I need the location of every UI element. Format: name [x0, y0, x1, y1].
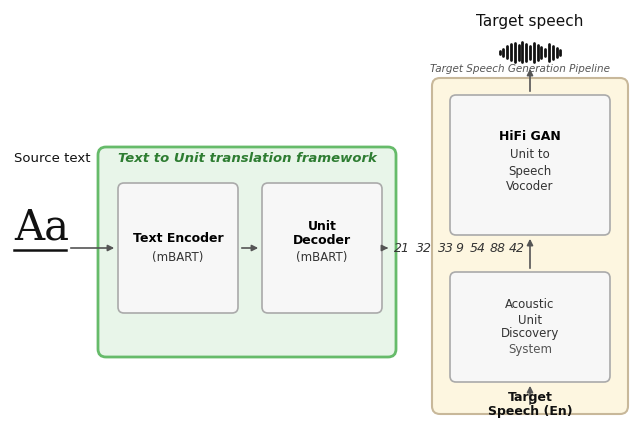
Text: (mBART): (mBART) — [296, 251, 348, 265]
Text: 21: 21 — [394, 242, 410, 254]
Text: Speech: Speech — [508, 165, 551, 178]
FancyBboxPatch shape — [450, 95, 610, 235]
Text: System: System — [508, 343, 552, 355]
FancyBboxPatch shape — [98, 147, 396, 357]
Text: Unit: Unit — [308, 220, 336, 232]
Text: 42: 42 — [509, 242, 525, 254]
FancyBboxPatch shape — [450, 272, 610, 382]
Text: Aa: Aa — [14, 207, 69, 249]
Text: Text Encoder: Text Encoder — [133, 232, 223, 245]
Text: Target speech: Target speech — [476, 14, 584, 29]
Text: Target Speech Generation Pipeline: Target Speech Generation Pipeline — [430, 64, 610, 74]
Text: Unit to: Unit to — [510, 148, 550, 162]
FancyBboxPatch shape — [118, 183, 238, 313]
Text: Decoder: Decoder — [293, 234, 351, 246]
Text: 32: 32 — [416, 242, 432, 254]
Text: Target: Target — [508, 391, 553, 404]
Text: HiFi GAN: HiFi GAN — [499, 131, 561, 143]
Text: 54: 54 — [470, 242, 486, 254]
Text: 88: 88 — [490, 242, 506, 254]
Text: Acoustic: Acoustic — [506, 298, 555, 312]
Text: Text to Unit translation framework: Text to Unit translation framework — [118, 153, 377, 165]
Text: (mBART): (mBART) — [152, 251, 204, 265]
Text: Source text: Source text — [14, 151, 90, 165]
Text: Discovery: Discovery — [501, 327, 559, 340]
Text: Unit: Unit — [518, 313, 542, 326]
FancyBboxPatch shape — [262, 183, 382, 313]
Text: Vocoder: Vocoder — [506, 181, 554, 193]
Text: 33: 33 — [438, 242, 454, 254]
Text: 9: 9 — [455, 242, 463, 254]
Text: Speech (En): Speech (En) — [488, 405, 572, 418]
FancyBboxPatch shape — [432, 78, 628, 414]
